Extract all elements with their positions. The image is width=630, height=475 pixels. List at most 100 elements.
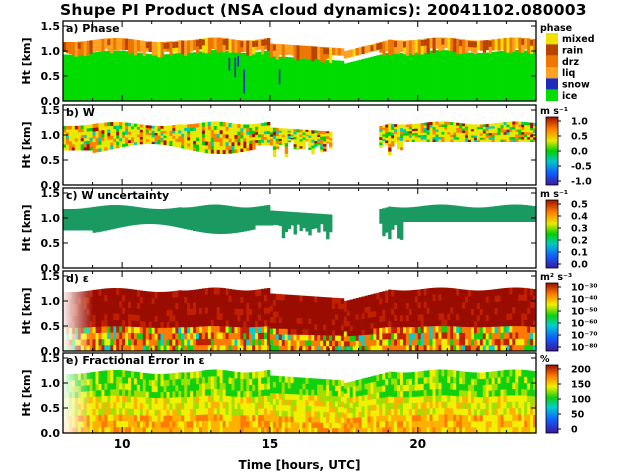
epsilon-cell bbox=[107, 307, 111, 314]
epsilon-cell bbox=[512, 300, 516, 308]
w-cell bbox=[148, 134, 153, 138]
fractional-error-cell bbox=[225, 401, 229, 409]
epsilon-cell bbox=[163, 321, 167, 328]
fractional-error-cell bbox=[184, 390, 188, 398]
fractional-error-cell bbox=[296, 382, 300, 389]
fractional-error-cell bbox=[222, 370, 226, 377]
w-cell bbox=[255, 137, 259, 141]
w-cell bbox=[497, 127, 501, 131]
epsilon-cell bbox=[447, 338, 451, 346]
phase-ice-cell bbox=[332, 60, 336, 101]
w-uncertainty-cell bbox=[284, 211, 289, 233]
fractional-error-cell bbox=[196, 402, 200, 409]
epsilon-cell bbox=[311, 340, 315, 347]
phase-ice-cell bbox=[370, 56, 374, 101]
fractional-error-cell bbox=[113, 401, 117, 409]
fractional-error-cell bbox=[216, 420, 221, 428]
fractional-error-cell bbox=[435, 369, 439, 377]
phase-ice-cell bbox=[71, 54, 76, 101]
epsilon-cell bbox=[264, 288, 268, 296]
fractional-error-cell bbox=[479, 378, 484, 386]
epsilon-cell bbox=[515, 344, 519, 352]
fractional-error-cell bbox=[447, 376, 451, 383]
fractional-error-cell bbox=[290, 376, 294, 384]
epsilon-cell bbox=[426, 313, 430, 321]
w-cell bbox=[453, 139, 457, 142]
phase-ice-cell bbox=[361, 59, 365, 101]
fractional-error-cell bbox=[355, 406, 360, 413]
epsilon-cell bbox=[494, 289, 498, 296]
epsilon-cell bbox=[305, 295, 309, 302]
epsilon-cell bbox=[231, 326, 235, 334]
w-cell bbox=[89, 137, 93, 141]
epsilon-cell bbox=[163, 333, 167, 340]
fractional-error-cell bbox=[107, 395, 111, 403]
w-cell bbox=[479, 139, 484, 142]
fractional-error-cell bbox=[394, 384, 398, 391]
w-cell bbox=[157, 132, 161, 136]
epsilon-cell bbox=[252, 314, 256, 322]
epsilon-cell bbox=[157, 321, 161, 328]
fractional-error-cell bbox=[405, 402, 410, 410]
w-cell bbox=[275, 143, 280, 147]
epsilon-cell bbox=[411, 326, 416, 334]
epsilon-cell bbox=[243, 308, 247, 316]
w-cell bbox=[503, 136, 507, 140]
phase-snow-streak bbox=[278, 69, 281, 85]
w-cell bbox=[527, 131, 531, 135]
fractional-error-cell bbox=[231, 377, 235, 385]
fractional-error-cell bbox=[337, 406, 342, 413]
w-cell bbox=[80, 131, 85, 136]
epsilon-cell bbox=[456, 319, 460, 327]
epsilon-cell bbox=[308, 296, 312, 303]
epsilon-cell bbox=[533, 326, 537, 333]
phase-ice-cell bbox=[125, 51, 129, 101]
phase-ice-cell bbox=[68, 54, 73, 101]
epsilon-cell bbox=[299, 306, 303, 313]
epsilon-cell bbox=[119, 325, 123, 333]
epsilon-cell bbox=[139, 338, 144, 346]
w-cell bbox=[441, 124, 445, 128]
w-cell bbox=[491, 136, 496, 140]
phase-ice-cell bbox=[506, 50, 510, 101]
w-cell bbox=[145, 141, 150, 145]
phase-ice-cell bbox=[264, 50, 268, 101]
fractional-error-cell bbox=[320, 427, 324, 434]
fractional-error-cell bbox=[92, 384, 96, 391]
epsilon-cell bbox=[222, 344, 226, 352]
w-cell bbox=[187, 139, 191, 144]
w-cell bbox=[278, 138, 283, 141]
epsilon-cell bbox=[503, 332, 507, 339]
phase-rain-cell bbox=[485, 41, 490, 48]
w-cell bbox=[447, 136, 451, 140]
w-cell bbox=[172, 130, 176, 134]
fractional-error-cell bbox=[476, 402, 481, 410]
phase-ice-cell bbox=[290, 57, 294, 101]
w-cell bbox=[530, 134, 534, 138]
epsilon-cell bbox=[198, 332, 203, 340]
epsilon-cell bbox=[459, 301, 463, 309]
epsilon-cell bbox=[518, 325, 522, 333]
w-cell bbox=[110, 125, 114, 130]
fractional-error-cell bbox=[388, 377, 392, 385]
phase-liquid-cell bbox=[509, 37, 513, 54]
epsilon-cell bbox=[323, 329, 327, 336]
fractional-error-cell bbox=[193, 396, 197, 403]
phase-ice-cell bbox=[438, 50, 442, 101]
fractional-error-cell bbox=[157, 379, 161, 387]
fractional-error-cell bbox=[252, 396, 256, 404]
fractional-error-cell bbox=[423, 370, 428, 378]
fractional-error-cell bbox=[231, 402, 235, 409]
w-cell bbox=[157, 134, 161, 138]
fractional-error-cell bbox=[438, 420, 442, 428]
fractional-error-cell bbox=[479, 402, 484, 410]
epsilon-cell bbox=[154, 309, 158, 317]
epsilon-cell bbox=[243, 296, 247, 304]
w-cell bbox=[482, 137, 487, 140]
fractional-error-cell bbox=[349, 396, 354, 403]
fractional-error-cell bbox=[145, 409, 150, 416]
w-uncertainty-cell bbox=[512, 204, 516, 222]
fractional-error-cell bbox=[364, 427, 368, 434]
epsilon-cell bbox=[136, 344, 141, 352]
epsilon-cell bbox=[402, 314, 407, 322]
